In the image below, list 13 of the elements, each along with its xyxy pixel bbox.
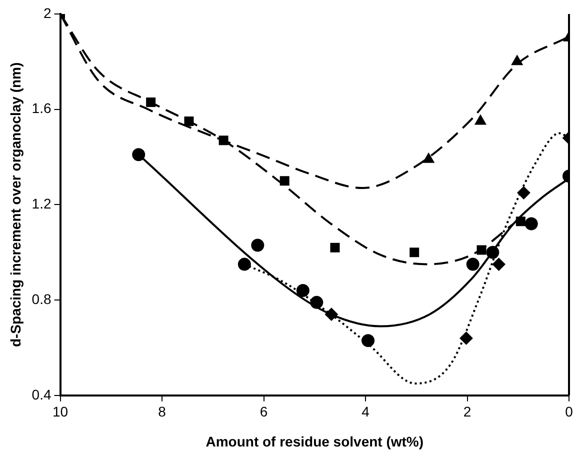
x-tick-label: 10 xyxy=(52,404,68,420)
x-tick-label: 2 xyxy=(463,404,472,420)
y-tick-label: 2 xyxy=(43,4,52,21)
x-tick-label: 8 xyxy=(158,404,166,420)
x-tick-label: 4 xyxy=(362,404,370,420)
y-tick-label: 1.2 xyxy=(32,196,52,212)
x-tick-label: 0 xyxy=(565,404,574,420)
y-axis-title: d-Spacing increment over organoclay (nm) xyxy=(7,62,24,348)
x-axis-title: Amount of residue solvent (wt%) xyxy=(206,433,424,450)
x-tick-label: 6 xyxy=(260,404,268,420)
y-tick-label: 1.6 xyxy=(32,100,52,116)
y-tick-label: 0.4 xyxy=(32,386,52,402)
y-tick-label: 0.8 xyxy=(32,290,52,307)
